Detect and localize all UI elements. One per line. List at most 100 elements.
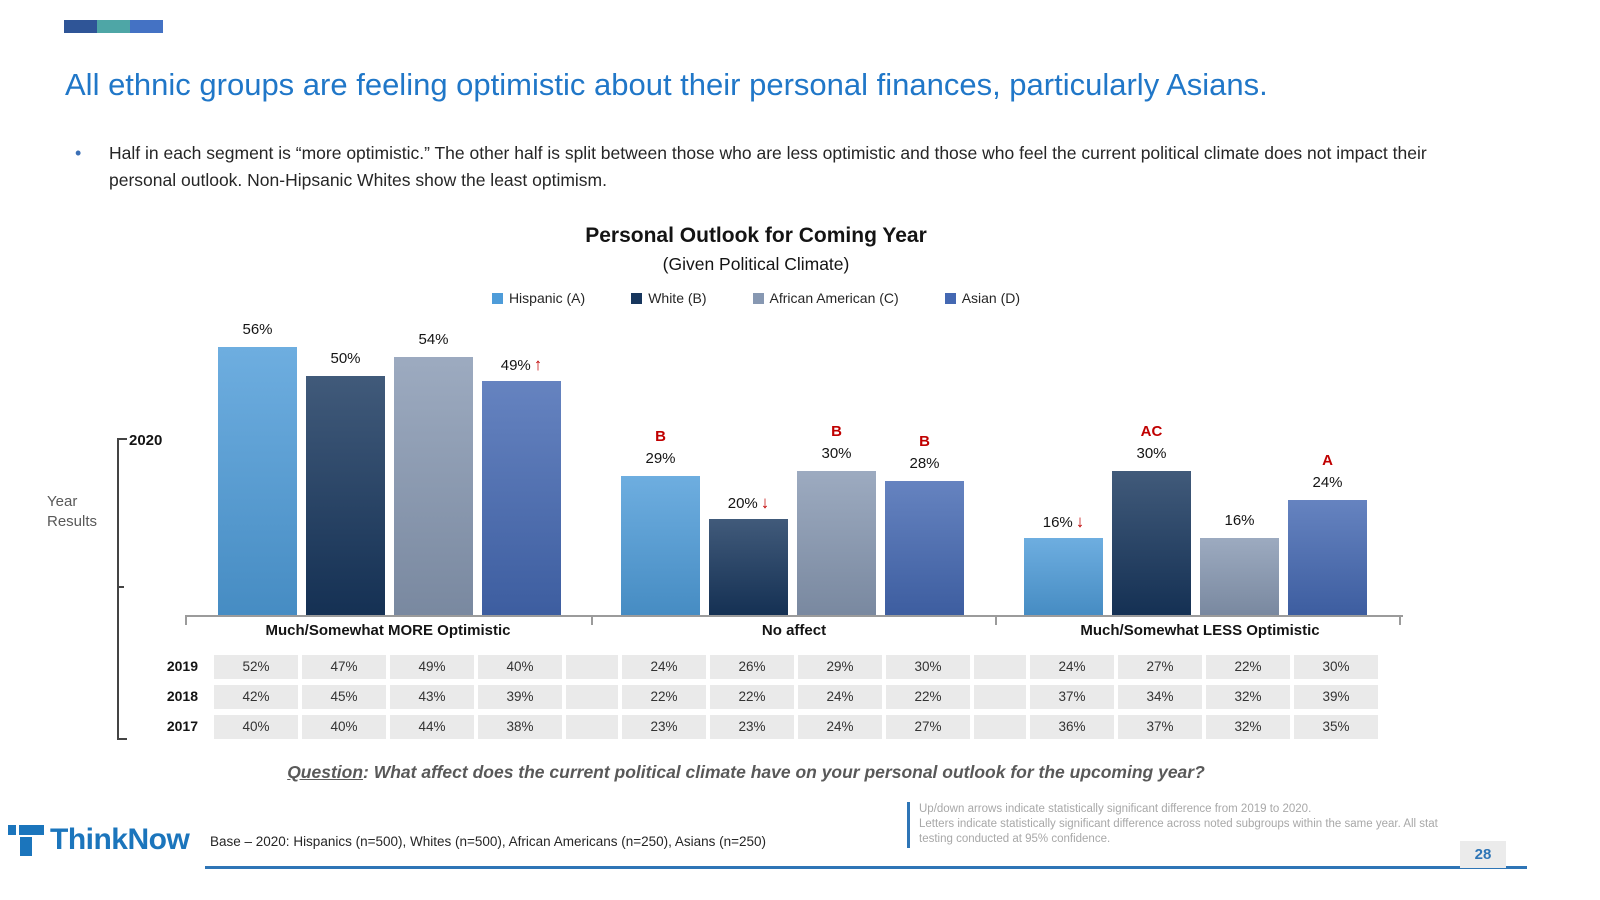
bar: 56% (218, 321, 297, 615)
legend-swatch-icon (631, 292, 643, 304)
table-cell: 34% (1118, 685, 1202, 709)
year-bracket (117, 438, 127, 740)
table-cell: 22% (1206, 655, 1290, 679)
table-cell: 39% (1294, 685, 1378, 709)
bar: AC 30% (1112, 423, 1191, 615)
legend-item: Asian (D) (944, 290, 1021, 306)
year-2020-label: 2020 (129, 432, 163, 449)
table-cell: 27% (1118, 655, 1202, 679)
chart-legend: Hispanic (A) White (B) African American (C… (156, 290, 1356, 306)
category-label: No affect (761, 622, 827, 639)
table-year-label: 2018 (166, 688, 198, 704)
legend-item: African American (C) (752, 290, 899, 306)
table-cell: 37% (1118, 715, 1202, 739)
stat-note-line-2: Letters indicate statistically significa… (919, 818, 1438, 846)
significance-letter: B (919, 433, 930, 450)
table-year-label: 2019 (166, 658, 198, 674)
table-year-label: 2017 (166, 718, 198, 734)
table-cell: 43% (390, 685, 474, 709)
axis-tick (185, 617, 187, 625)
table-cell: 52% (214, 655, 298, 679)
bar: 16% (1200, 512, 1279, 615)
decorative-color-bar (64, 20, 163, 33)
decorative-swatch (64, 20, 97, 33)
table-cell: 47% (302, 655, 386, 679)
bar: 49% ↑ (482, 355, 561, 615)
axis-tick (1399, 617, 1401, 625)
significance-letter: A (1322, 452, 1333, 469)
bar-value-label: 16% (1224, 512, 1255, 529)
base-note: Base – 2020: Hispanics (n=500), Whites (… (210, 834, 767, 849)
bar-value-label: 24% (1312, 474, 1343, 491)
bar-value-label: 20% ↓ (727, 493, 770, 512)
bar: 20% ↓ (709, 493, 788, 615)
stat-note-line-1: Up/down arrows indicate statistically si… (919, 803, 1312, 815)
chart-subtitle: (Given Political Climate) (662, 254, 850, 274)
table-cell: 22% (710, 685, 794, 709)
bar-value-label: 16% ↓ (1042, 512, 1085, 531)
bar: B 30% (797, 423, 876, 615)
table-cell: 30% (886, 655, 970, 679)
table-cell: 45% (302, 685, 386, 709)
table-cell: 39% (478, 685, 562, 709)
significance-letter: AC (1140, 423, 1163, 440)
table-spacer-cell (566, 655, 618, 679)
table-cell: 38% (478, 715, 562, 739)
bar-value-label: 30% (1136, 445, 1167, 462)
bar: A 24% (1288, 452, 1367, 615)
bullet-icon: • (75, 143, 82, 163)
axis-tick (591, 617, 593, 625)
question-prefix: Question (287, 762, 364, 782)
thinknow-logo-icon (8, 822, 44, 858)
thinknow-logo-text: ThinkNow (50, 823, 190, 856)
year-results-label: Year Results (47, 493, 98, 531)
table-cell: 29% (798, 655, 882, 679)
legend-swatch-icon (491, 292, 503, 304)
bullet-row: • Half in each segment is “more optimist… (75, 140, 1485, 194)
history-table: 2019 52% 47% 49% 40% 24% 26% 29% 30% 24% 27% 22% 30%… (167, 655, 1403, 745)
table-spacer-cell (566, 715, 618, 739)
bar-value-label: 56% (242, 321, 273, 338)
legend-swatch-icon (752, 292, 764, 304)
bullet-text: Half in each segment is “more optimistic… (109, 143, 1427, 191)
bar-value-label: 28% (909, 455, 940, 472)
table-cell: 40% (478, 655, 562, 679)
question-text: Question: What affect does the current p… (156, 762, 1336, 783)
bar: B 29% (621, 428, 700, 615)
bar: 16% ↓ (1024, 512, 1103, 615)
table-spacer-cell (566, 685, 618, 709)
bar-value-label: 54% (418, 331, 449, 348)
bar-group: 16% ↓ AC 30% 16% A 24% (1024, 423, 1367, 615)
chart-title: Personal Outlook for Coming Year (585, 224, 927, 247)
down-arrow-icon: ↓ (1075, 512, 1085, 531)
table-cell: 40% (214, 715, 298, 739)
x-axis (185, 615, 1403, 625)
table-cell: 24% (622, 655, 706, 679)
table-cell: 32% (1206, 715, 1290, 739)
legend-label: White (B) (648, 290, 707, 306)
table-row: 2018 42% 45% 43% 39% 22% 22% 24% 22% 37% 34% 32% 39% (167, 685, 1403, 709)
table-cell: 22% (886, 685, 970, 709)
table-spacer-cell (974, 685, 1026, 709)
down-arrow-icon: ↓ (760, 493, 770, 512)
decorative-swatch (130, 20, 163, 33)
year-bracket-tick (117, 586, 124, 588)
significance-letter: B (831, 423, 842, 440)
axis-tick (995, 617, 997, 625)
legend-label: Asian (D) (961, 290, 1021, 306)
bar-plot-area: 56% 50% 54% 49% ↑ B 29% 20% ↓ B 30% B 28% 16% ↓ AC 30% 16… (185, 321, 1403, 615)
bar-value-label: 29% (645, 450, 676, 467)
table-cell: 30% (1294, 655, 1378, 679)
category-label: Much/Somewhat MORE Optimistic (265, 622, 511, 639)
page-number: 28 (1460, 841, 1506, 868)
table-cell: 23% (710, 715, 794, 739)
table-cell: 24% (798, 715, 882, 739)
table-cell: 23% (622, 715, 706, 739)
legend-label: Hispanic (A) (508, 290, 586, 306)
table-cell: 24% (798, 685, 882, 709)
up-arrow-icon: ↑ (533, 355, 543, 374)
thinknow-logo: ThinkNow (8, 822, 190, 858)
bar-value-label: 49% ↑ (500, 355, 543, 374)
legend-swatch-icon (944, 292, 956, 304)
table-cell: 35% (1294, 715, 1378, 739)
